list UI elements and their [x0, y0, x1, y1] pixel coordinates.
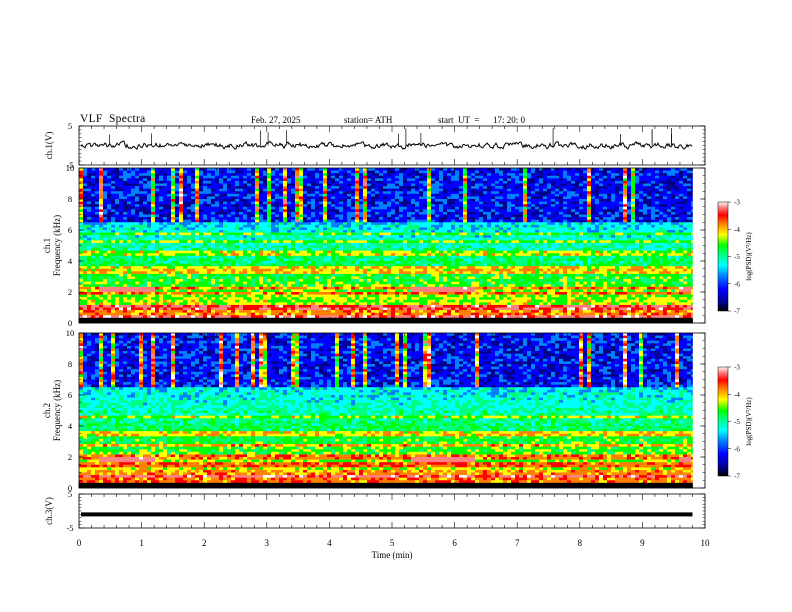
ch1-waveform-ylabel: ch.1(V)	[44, 132, 54, 160]
ch1-spectrogram-ylabel: Frequency (kHz)	[52, 215, 62, 276]
ch1-spectrogram-colorbar-label: log(PSD)(V²/Hz)	[745, 232, 753, 281]
colorbar-tick-label: -5	[734, 418, 740, 426]
ch2-spectrogram-heatmap	[79, 333, 693, 489]
y-tick-label: 4	[68, 256, 73, 266]
ch3-waveform-line	[81, 512, 693, 517]
date-label: Feb. 27, 2025	[251, 115, 301, 125]
colorbar-tick-label: -3	[734, 364, 740, 372]
colorbar-tick-label: -7	[734, 473, 740, 481]
colorbar-tick-label: -4	[734, 226, 740, 234]
y-tick-label: 5	[68, 489, 72, 499]
y-tick-label: 0	[68, 483, 72, 493]
y-tick-label: 10	[66, 163, 75, 173]
x-tick-label: 10	[701, 538, 711, 548]
station-label: station= ATH	[344, 115, 393, 125]
y-tick-label: 2	[68, 287, 72, 297]
start-ut-label: start UT =	[438, 115, 480, 125]
ch1-spectrogram-low-band	[79, 318, 693, 323]
colorbar-tick-label: -6	[734, 445, 740, 453]
ch3-waveform-trace	[81, 512, 693, 517]
ch2-spectrogram-low-band	[79, 483, 693, 488]
y-tick-label: 4	[68, 421, 73, 431]
x-tick-label: 4	[327, 538, 332, 548]
ch1-waveform-trace	[80, 127, 693, 151]
x-axis-label: Time (min)	[372, 550, 413, 560]
ch2-spectrogram-colorbar	[717, 366, 729, 477]
start-time-value: 17: 20: 0	[493, 115, 526, 125]
y-tick-label: 5	[68, 121, 72, 131]
y-tick-label: 6	[68, 390, 72, 400]
x-tick-label: 1	[139, 538, 144, 548]
x-tick-label: 7	[515, 538, 520, 548]
y-tick-label: 2	[68, 452, 72, 462]
x-tick-label: 9	[640, 538, 645, 548]
colorbar-tick-label: -6	[734, 280, 740, 288]
figure-title: VLF Spectra	[80, 113, 146, 125]
ch2-spectrogram-ylabel-channel: ch.2	[42, 403, 52, 418]
x-tick-label: 0	[77, 538, 82, 548]
y-tick-label: 8	[68, 359, 72, 369]
ch1-spectrogram-ylabel-channel: ch.1	[42, 238, 52, 253]
x-tick-label: 8	[578, 538, 583, 548]
ch3-waveform-ylabel: ch.3(V)	[44, 497, 54, 525]
ch1-spectrogram-heatmap	[79, 168, 693, 324]
ch2-spectrogram-ylabel: Frequency (kHz)	[52, 380, 62, 441]
ch1-spectrogram-colorbar	[717, 201, 729, 312]
colorbar-tick-label: -3	[734, 199, 740, 207]
colorbar-tick-label: -5	[734, 253, 740, 261]
x-tick-label: 2	[202, 538, 207, 548]
y-tick-label: 10	[66, 328, 75, 338]
y-tick-label: 0	[68, 318, 72, 328]
ch1-waveform-line	[80, 140, 693, 151]
colorbar-tick-label: -4	[734, 391, 740, 399]
y-tick-label: -5	[66, 160, 73, 170]
ch2-spectrogram-colorbar-label: log(PSD)(V²/Hz)	[745, 397, 753, 446]
x-tick-label: 3	[265, 538, 270, 548]
x-tick-label: 5	[390, 538, 395, 548]
y-tick-label: 6	[68, 225, 72, 235]
x-tick-label: 6	[452, 538, 457, 548]
y-tick-label: 8	[68, 194, 72, 204]
y-tick-label: -5	[66, 523, 73, 533]
colorbar-tick-label: -7	[734, 308, 740, 316]
